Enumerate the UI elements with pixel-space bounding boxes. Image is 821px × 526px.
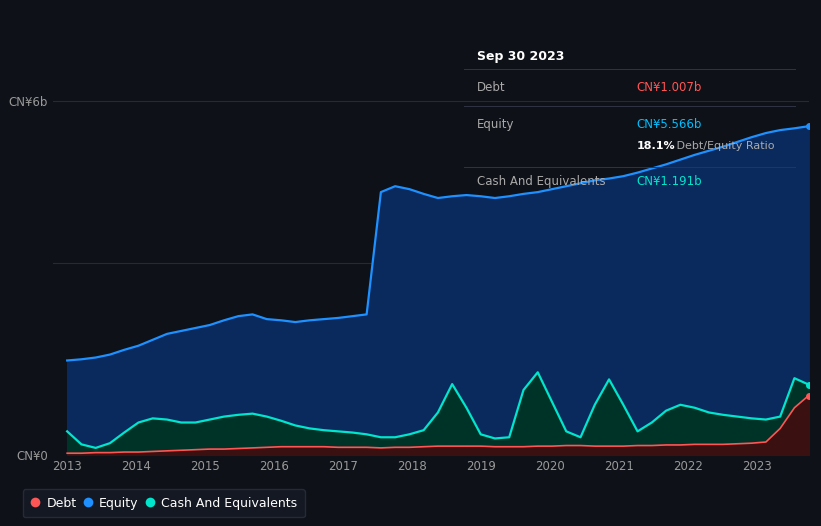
Text: CN¥1.007b: CN¥1.007b: [637, 82, 702, 95]
Text: CN¥5.566b: CN¥5.566b: [637, 117, 702, 130]
Text: 18.1%: 18.1%: [637, 140, 676, 150]
Text: Sep 30 2023: Sep 30 2023: [477, 50, 565, 63]
Text: CN¥1.191b: CN¥1.191b: [637, 175, 703, 188]
Text: Debt: Debt: [477, 82, 506, 95]
Text: Debt/Equity Ratio: Debt/Equity Ratio: [672, 140, 774, 150]
Legend: Debt, Equity, Cash And Equivalents: Debt, Equity, Cash And Equivalents: [23, 489, 305, 517]
Text: Equity: Equity: [477, 117, 515, 130]
Text: Cash And Equivalents: Cash And Equivalents: [477, 175, 606, 188]
